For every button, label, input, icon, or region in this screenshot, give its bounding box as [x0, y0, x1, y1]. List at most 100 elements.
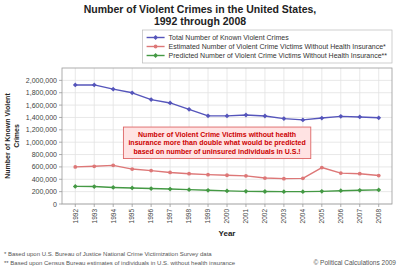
- point: [111, 185, 116, 190]
- x-tick: [208, 204, 209, 207]
- x-tick: [321, 204, 322, 207]
- point: [130, 90, 135, 95]
- annotation-text: Number of Violent Crime Victims without …: [128, 131, 305, 155]
- copyright: © Political Calculations 2009: [314, 259, 397, 266]
- x-tick-label: 2006: [337, 209, 344, 224]
- point: [206, 188, 211, 193]
- point: [73, 184, 78, 189]
- x-tick-label: 2003: [280, 209, 287, 224]
- point: [244, 174, 248, 178]
- point: [149, 186, 154, 191]
- y-tick-label: 2,000,000: [26, 77, 57, 84]
- point: [149, 169, 153, 173]
- point: [338, 114, 343, 119]
- x-tick: [170, 204, 171, 207]
- annotation: Number of Violent Crime Victims without …: [123, 127, 310, 159]
- point: [263, 176, 267, 180]
- x-tick-label: 1999: [204, 209, 211, 224]
- legend-label: Predicted Number of Violent Crime Victim…: [169, 52, 388, 59]
- y-tick-label: 1,000,000: [26, 139, 57, 146]
- legend-label: Total Number of Known Violent Crimes: [169, 34, 290, 41]
- point: [244, 113, 249, 118]
- point: [130, 186, 135, 191]
- point: [92, 184, 97, 189]
- legend-marker: [153, 35, 158, 40]
- x-tick-label: 2008: [375, 209, 382, 224]
- y-axis-label-line: Number of Known Violent: [4, 93, 11, 179]
- chart: Number of Violent Crimes in the United S…: [0, 0, 400, 274]
- x-grid-line: [359, 68, 360, 204]
- point: [149, 97, 154, 102]
- point: [92, 164, 96, 168]
- x-grid-line: [321, 68, 322, 204]
- y-tick: [59, 191, 62, 192]
- x-tick-label: 1992: [72, 209, 79, 224]
- point: [111, 163, 115, 167]
- annotation-box: [123, 127, 310, 159]
- x-tick: [264, 204, 265, 207]
- point: [187, 172, 191, 176]
- y-tick: [59, 92, 62, 93]
- x-grid-line: [340, 68, 341, 204]
- y-tick: [59, 204, 62, 205]
- x-grid-line: [75, 68, 76, 204]
- x-tick-label: 2001: [242, 209, 249, 224]
- y-tick: [59, 179, 62, 180]
- point: [73, 83, 78, 88]
- point: [225, 113, 230, 118]
- point: [281, 116, 286, 121]
- axes: 0200,000400,000600,000800,0001,000,0001,…: [26, 77, 382, 224]
- point: [187, 107, 192, 112]
- annotation-line: Number of Violent Crime Victims without …: [138, 131, 296, 138]
- point: [263, 189, 268, 194]
- point: [225, 173, 229, 177]
- title: Number of Violent Crimes in the United S…: [84, 3, 317, 27]
- x-tick: [378, 204, 379, 207]
- x-tick-label: 2000: [223, 209, 230, 224]
- point: [300, 189, 305, 194]
- point: [244, 189, 249, 194]
- point: [320, 166, 324, 170]
- point: [300, 118, 305, 123]
- x-tick: [302, 204, 303, 207]
- legend-marker: [154, 45, 158, 49]
- y-tick-label: 400,000: [32, 176, 57, 183]
- x-tick-label: 1995: [128, 209, 135, 224]
- y-tick-label: 1,200,000: [26, 126, 57, 133]
- x-tick-label: 2004: [299, 209, 306, 224]
- x-tick-label: 1993: [91, 209, 98, 224]
- series: [73, 184, 381, 194]
- x-tick: [94, 204, 95, 207]
- y-tick: [59, 80, 62, 81]
- title-line: Number of Violent Crimes in the United S…: [84, 3, 317, 15]
- point: [319, 189, 324, 194]
- x-tick: [151, 204, 152, 207]
- x-tick: [189, 204, 190, 207]
- series-line: [75, 165, 378, 178]
- point: [376, 115, 381, 120]
- x-tick-label: 2002: [261, 209, 268, 224]
- x-tick: [283, 204, 284, 207]
- point: [168, 187, 173, 192]
- point: [206, 113, 211, 118]
- point: [377, 174, 381, 178]
- x-grid-line: [94, 68, 95, 204]
- x-tick-label: 1996: [147, 209, 154, 224]
- y-axis-label: Number of Known ViolentCrimes: [4, 93, 20, 179]
- y-tick-label: 600,000: [32, 163, 57, 170]
- series: [73, 163, 380, 180]
- point: [357, 188, 362, 193]
- point: [130, 167, 134, 171]
- point: [339, 171, 343, 175]
- y-axis-label-line: Crimes: [13, 124, 20, 148]
- point: [168, 101, 173, 106]
- point: [187, 187, 192, 192]
- title-line: 1992 through 2008: [154, 15, 246, 27]
- point: [338, 188, 343, 193]
- y-tick-label: 1,600,000: [26, 102, 57, 109]
- y-tick: [59, 105, 62, 106]
- x-tick-label: 1994: [110, 209, 117, 224]
- y-tick: [59, 142, 62, 143]
- x-axis-label: Year: [219, 229, 236, 238]
- y-tick-label: 800,000: [32, 151, 57, 158]
